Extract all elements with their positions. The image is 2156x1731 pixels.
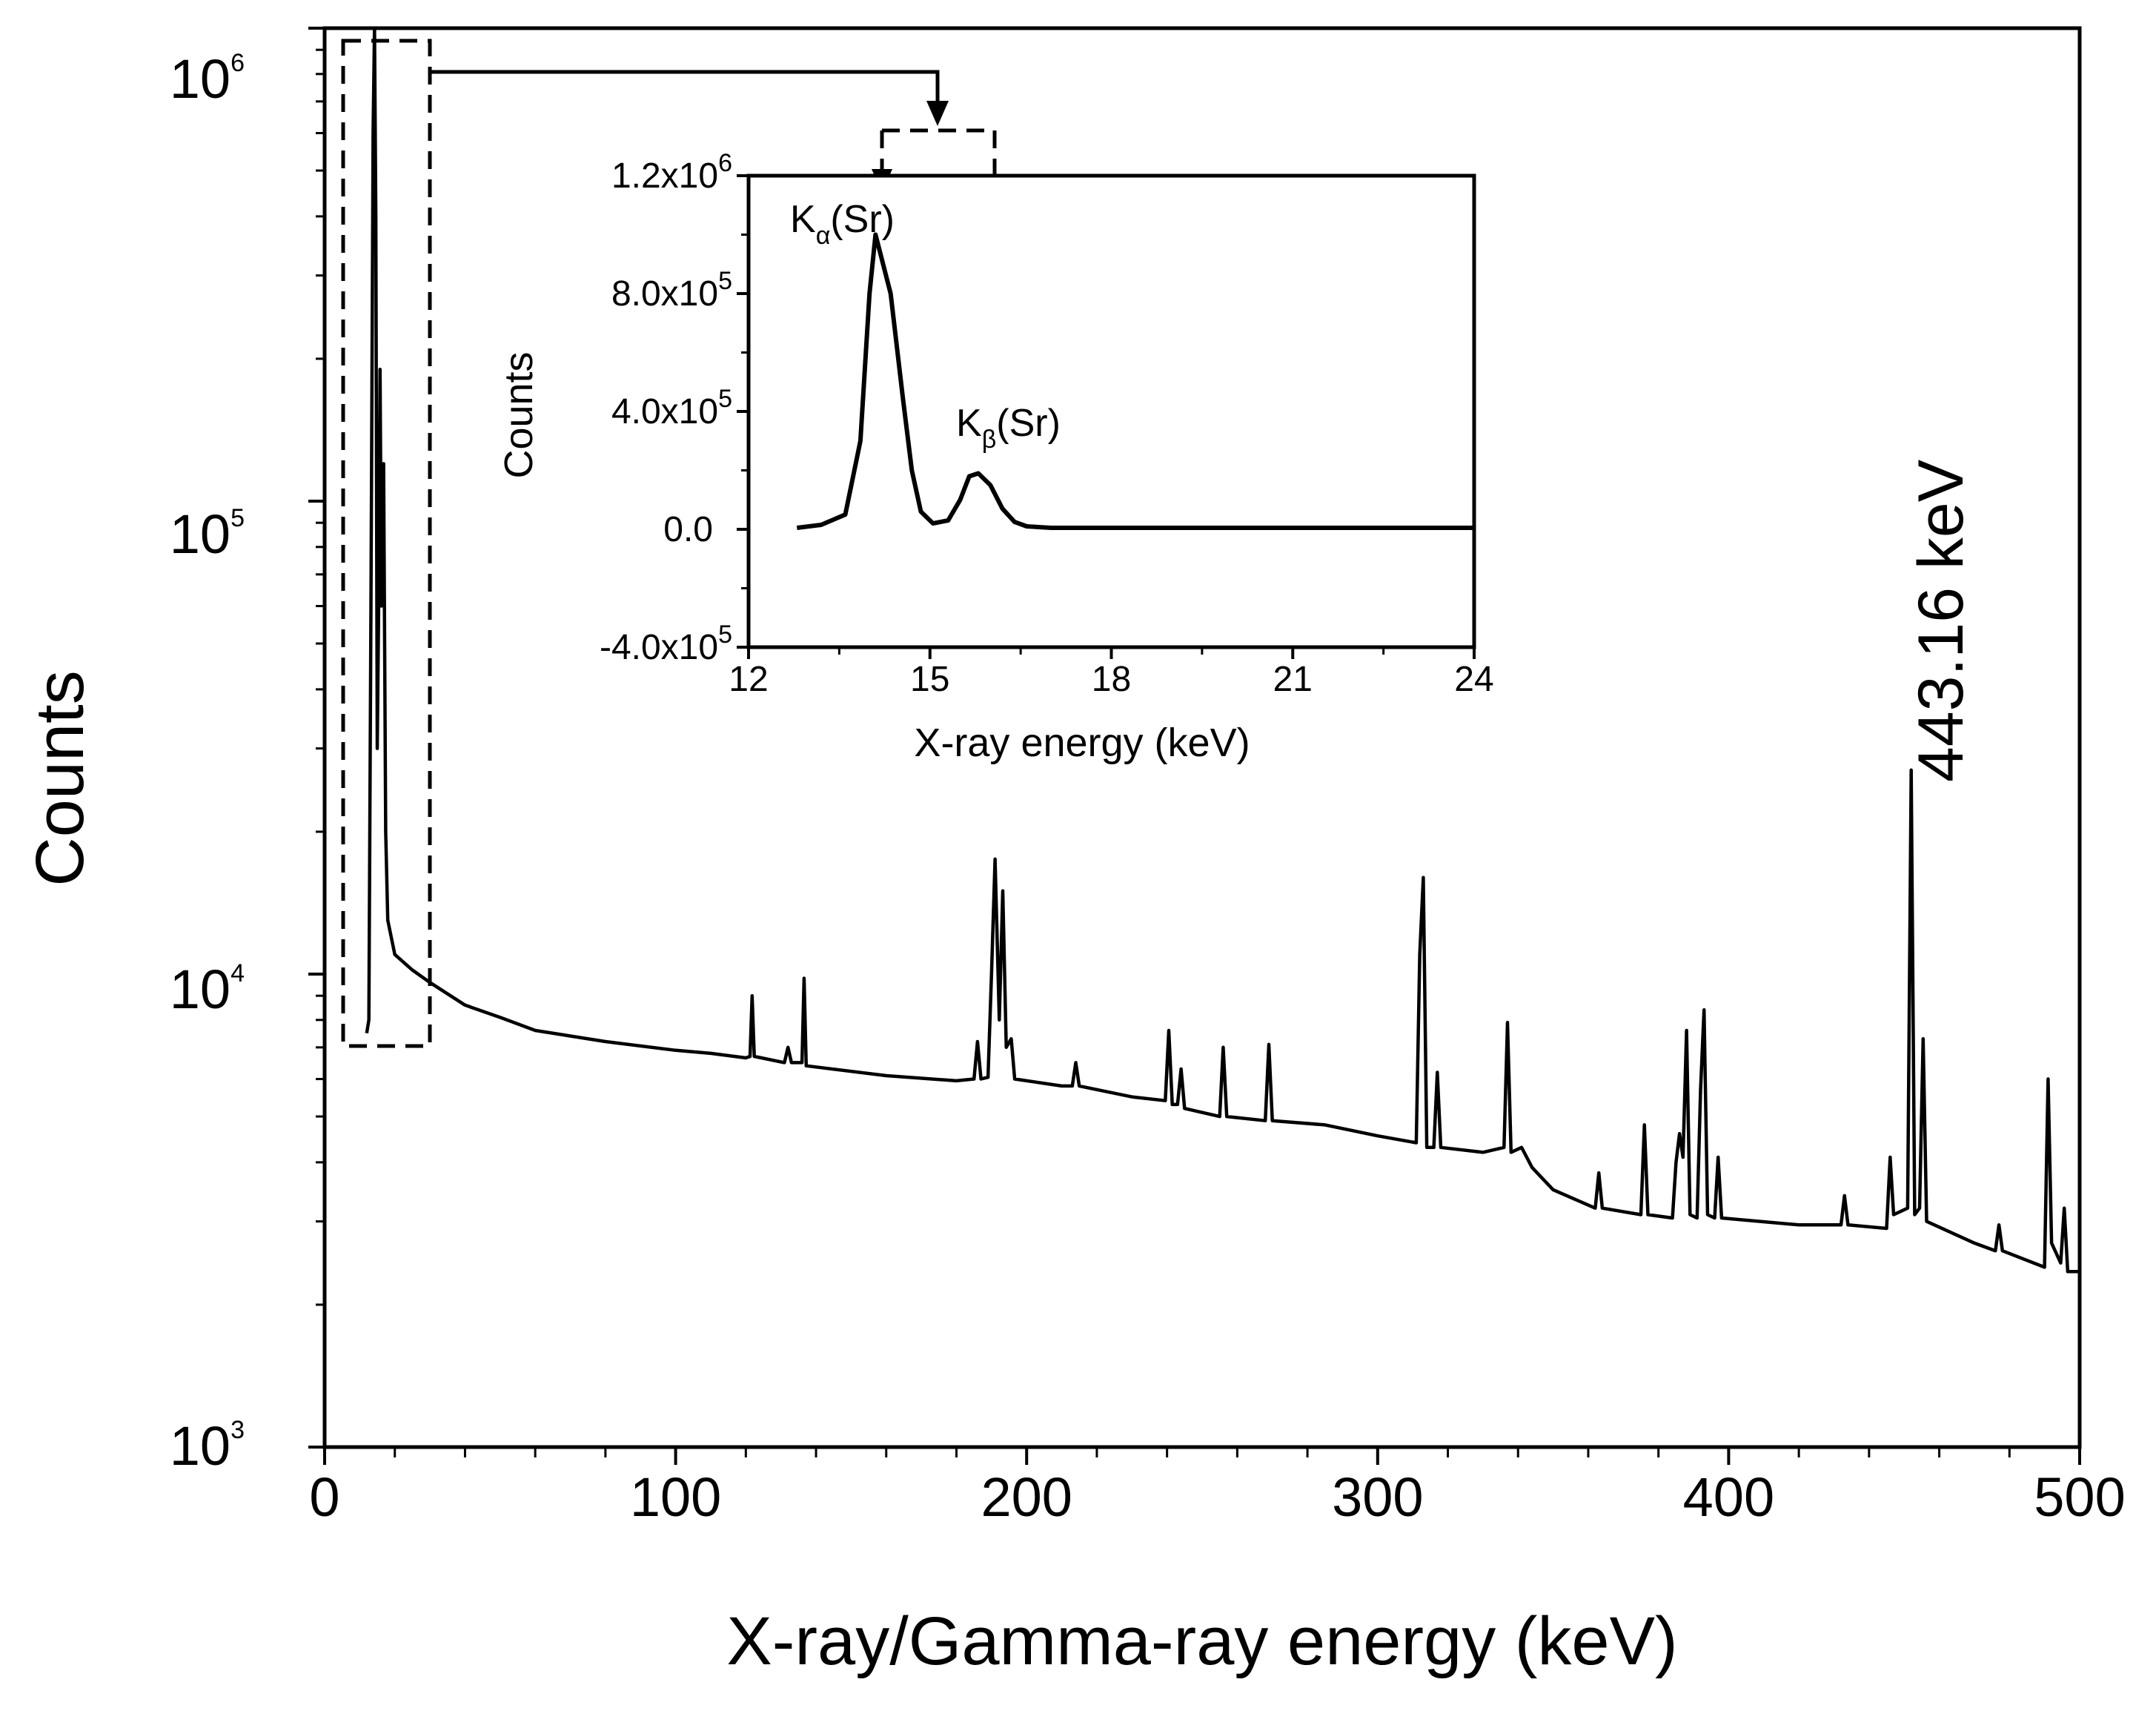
main-x-tick-label: 0 (309, 1466, 339, 1528)
inset-x-tick-label: 24 (1454, 660, 1493, 699)
inset-y-tick-label: 8.0x105 (611, 267, 732, 314)
inset-plot: 12 15 18 21 24 -4.0x105 0.0 4.0x105 8.0x… (497, 149, 1494, 765)
main-y-tick-label: 106 (170, 48, 245, 110)
peak-label-kbeta: Kβ(Sr) (956, 402, 1061, 454)
inset-x-tick-label: 21 (1273, 660, 1313, 699)
inset-axis-ticks (737, 174, 1476, 659)
main-spectrum-line (365, 26, 2080, 1274)
inset-y-tick-label: 4.0x105 (611, 385, 732, 431)
inset-background (749, 176, 1474, 647)
main-y-tick-label: 104 (170, 959, 245, 1020)
main-plot: 0 100 200 300 400 500 103 104 105 106 X-… (22, 26, 2126, 1679)
main-x-tick-labels: 0 100 200 300 400 500 (309, 1466, 2125, 1528)
inset-y-tick-label: 1.2x106 (611, 149, 732, 196)
main-axis-ticks (308, 27, 2081, 1465)
zoom-arrowhead (926, 101, 949, 126)
inset-y-tick-labels: -4.0x105 0.0 4.0x105 8.0x105 1.2x106 (600, 149, 732, 667)
inset-x-tick-label: 15 (910, 660, 949, 699)
inset-x-tick-label: 12 (729, 660, 768, 699)
peak-label-kalpha: Kα(Sr) (790, 198, 895, 250)
main-y-axis-title: Counts (22, 670, 98, 887)
inset-x-tick-labels: 12 15 18 21 24 (729, 660, 1493, 699)
main-x-tick-label: 100 (630, 1466, 721, 1528)
main-y-tick-label: 105 (170, 503, 245, 565)
inset-x-tick-label: 18 (1092, 660, 1131, 699)
main-x-tick-label: 200 (981, 1466, 1072, 1528)
inset-x-axis-title: X-ray energy (keV) (914, 721, 1250, 765)
inset-y-tick-label: -4.0x105 (600, 620, 732, 667)
peak-annotation-443: 443.16 keV (1905, 460, 1977, 782)
main-y-tick-labels: 103 104 105 106 (170, 48, 245, 1477)
main-x-tick-label: 300 (1332, 1466, 1423, 1528)
inset-spectrum-line (796, 232, 1474, 530)
zoom-box (341, 39, 432, 1048)
main-y-tick-label: 103 (170, 1415, 245, 1477)
main-x-axis-title: X-ray/Gamma-ray energy (keV) (726, 1603, 1677, 1679)
main-x-tick-label: 400 (1683, 1466, 1774, 1528)
main-plot-frame (322, 26, 2082, 1449)
main-x-tick-label: 500 (2034, 1466, 2125, 1528)
inset-y-tick-label: 0.0 (663, 510, 713, 549)
zoom-connector (430, 70, 940, 104)
inset-y-axis-title: Counts (497, 351, 541, 478)
